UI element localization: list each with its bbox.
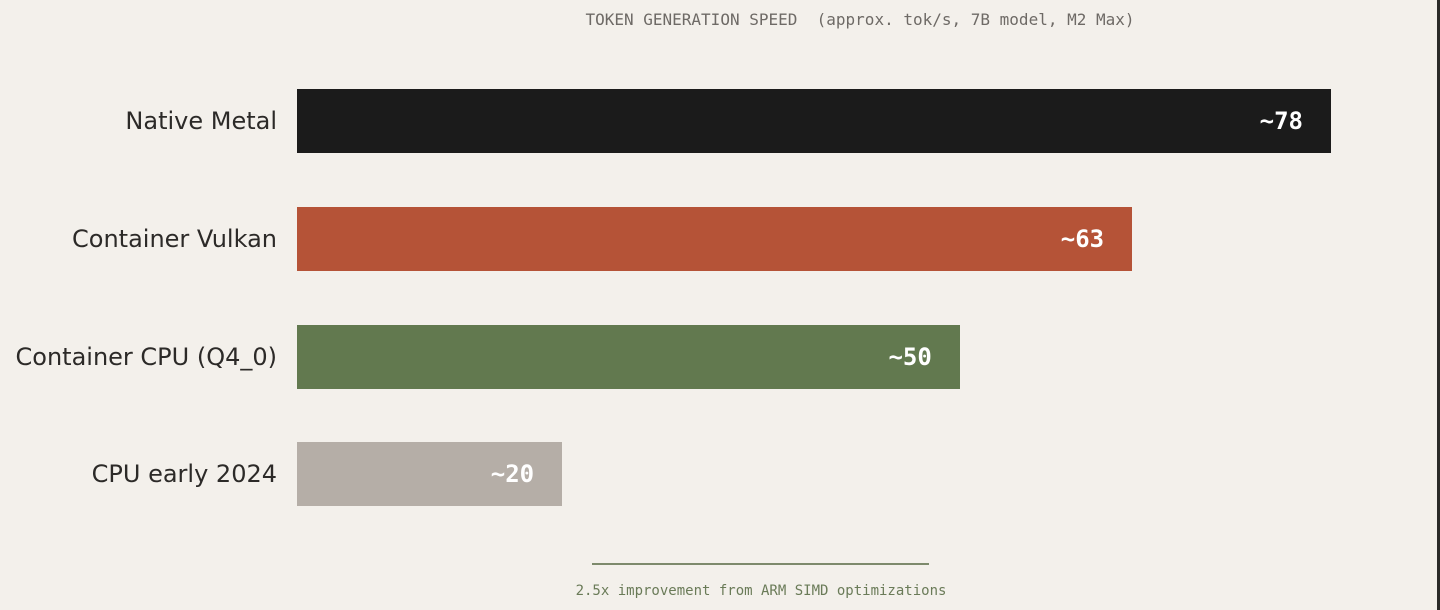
bar xyxy=(297,207,1133,271)
value-label: ~78 xyxy=(1259,107,1303,135)
category-label: Container CPU (Q4_0) xyxy=(15,343,278,371)
window-edge xyxy=(1437,0,1440,610)
value-label: ~63 xyxy=(1060,225,1105,253)
category-label: CPU early 2024 xyxy=(91,460,277,488)
chart-title: TOKEN GENERATION SPEED (approx. tok/s, 7… xyxy=(585,10,1135,29)
category-label: Container Vulkan xyxy=(72,225,277,253)
bar xyxy=(297,325,960,389)
bar xyxy=(297,442,563,506)
value-label: ~20 xyxy=(490,460,535,488)
annotation-caption: 2.5x improvement from ARM SIMD optimizat… xyxy=(575,583,947,599)
annotation-divider xyxy=(592,563,929,565)
value-label: ~50 xyxy=(888,343,932,371)
bar xyxy=(297,89,1331,153)
category-label: Native Metal xyxy=(125,107,277,135)
